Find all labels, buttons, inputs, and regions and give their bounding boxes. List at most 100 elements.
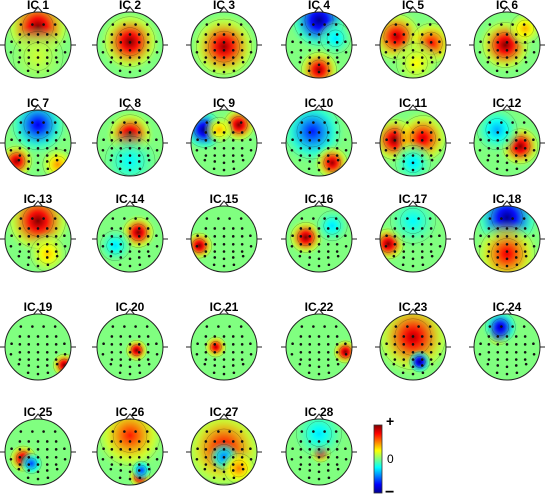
electrode-dot	[523, 139, 527, 142]
head-outline	[96, 11, 164, 79]
electrode-dot	[326, 448, 330, 451]
electrode-dot	[495, 371, 499, 375]
electrode-dot	[515, 263, 519, 267]
nose-marker	[313, 104, 325, 112]
electrode-dot	[514, 33, 518, 36]
electrode-dot	[119, 62, 123, 65]
electrode-dot	[429, 250, 433, 253]
electrode-dot	[119, 343, 123, 346]
electrode-dot	[228, 121, 231, 124]
activation-blob	[391, 38, 442, 78]
contour-line	[409, 351, 430, 373]
electrode-dot	[111, 217, 115, 220]
electrode-dot	[36, 335, 40, 338]
contour-line	[395, 42, 437, 78]
electrode-dot	[222, 372, 226, 376]
electrode-dot	[10, 234, 13, 237]
electrode-dot	[45, 250, 49, 253]
electrode-dot	[429, 154, 433, 157]
electrode-dot	[511, 325, 514, 328]
electrode-dot	[53, 121, 57, 124]
electrode-dot	[45, 48, 49, 52]
electrode-dot	[118, 371, 122, 375]
electrode-dot	[299, 48, 303, 52]
contour-line	[21, 453, 42, 474]
activation-blob	[297, 47, 341, 78]
electrode-dot	[18, 440, 22, 443]
electrode-dot	[291, 40, 294, 43]
electrode-dot	[155, 50, 159, 54]
contour-line	[196, 18, 252, 75]
electrode-dot	[393, 343, 397, 346]
topomap: IC 27	[186, 405, 262, 486]
electrode-dot	[312, 23, 315, 26]
electrode-dot	[417, 23, 420, 26]
electrode-dot	[222, 56, 226, 59]
electrode-dot	[429, 56, 433, 59]
electrode-dot	[212, 476, 216, 480]
electrode-dot	[45, 350, 49, 354]
electrode-dot	[137, 335, 141, 338]
electrode-dot	[478, 352, 482, 356]
electrode-dot	[63, 447, 66, 451]
electrode-dot	[406, 121, 409, 124]
nose-marker	[501, 200, 513, 208]
electrode-dot	[63, 40, 66, 43]
contour-line	[106, 236, 124, 255]
electrode-dot	[46, 69, 50, 73]
electrode-dot	[326, 455, 330, 459]
electrode-dot	[213, 235, 217, 238]
electrode-dot	[487, 154, 491, 157]
electrode-dot	[514, 160, 518, 163]
electrode-dot	[232, 167, 236, 171]
electrode-dot	[394, 121, 398, 124]
electrode-dot	[63, 457, 67, 461]
electrode-dot	[402, 256, 406, 259]
contour-line	[25, 457, 38, 470]
topomap-title: IC 1	[27, 0, 49, 12]
electrode-dot	[402, 33, 406, 36]
contour-line	[208, 30, 240, 63]
electrode-dot	[336, 467, 340, 471]
topomap-field	[474, 12, 540, 78]
electrode-dot	[401, 263, 405, 267]
electrode-dot	[495, 69, 499, 73]
electrode-dot	[335, 250, 339, 253]
contour-line	[326, 29, 345, 48]
electrode-dot	[101, 50, 105, 54]
electrode-dot	[486, 158, 490, 162]
electrode-dot	[53, 325, 57, 328]
electrode-dot	[231, 343, 235, 346]
electrode-dot	[402, 146, 406, 150]
electrode-dot	[299, 335, 303, 338]
electrode-dot	[308, 358, 312, 361]
electrode-dot	[487, 235, 491, 238]
electrode-dot	[335, 350, 339, 354]
electrode-dot	[420, 350, 424, 354]
electrode-dot	[299, 235, 303, 238]
contour-line	[395, 144, 431, 176]
electrode-dot	[522, 325, 526, 328]
electrode-dot	[222, 350, 226, 354]
electrode-dot	[300, 23, 304, 26]
electrode-dot	[231, 41, 235, 44]
electrode-dot	[496, 343, 500, 346]
electrode-dot	[317, 56, 321, 59]
electrode-dot	[402, 364, 406, 367]
electrode-dot	[137, 154, 141, 157]
electrode-dot	[213, 48, 217, 52]
electrode-dot	[228, 23, 231, 26]
electrode-dot	[213, 62, 217, 65]
topomap: IC 3	[186, 0, 262, 79]
electrode-dot	[232, 263, 236, 267]
electrode-dot	[308, 242, 312, 246]
electrode-dot	[335, 463, 339, 466]
electrode-dot	[46, 263, 50, 267]
electrode-dot	[137, 235, 141, 238]
electrode-dot	[146, 41, 150, 44]
contour-line	[115, 27, 145, 57]
electrode-dot	[54, 227, 58, 230]
electrode-dot	[222, 227, 226, 230]
electrode-dot	[429, 146, 433, 150]
electrode-dot	[384, 50, 388, 54]
